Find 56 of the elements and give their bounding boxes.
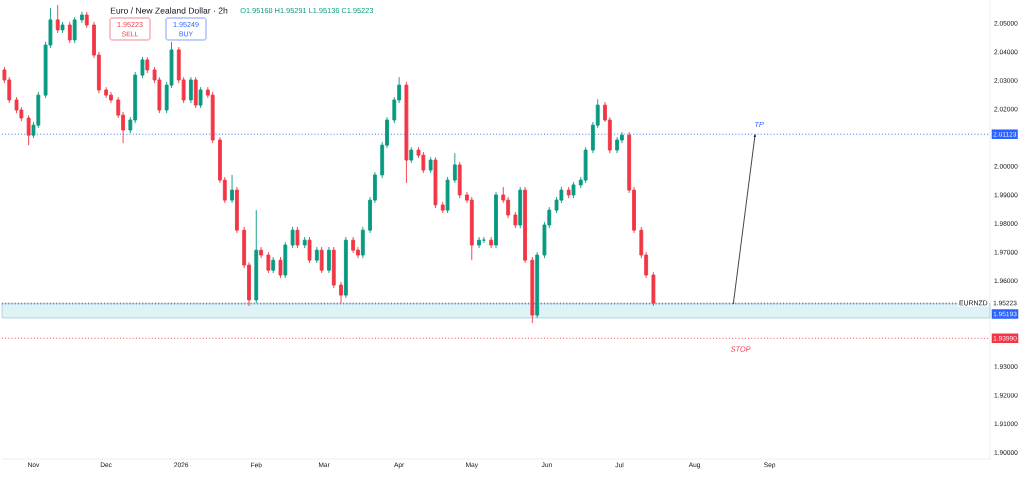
candlestick: [271, 256, 276, 274]
candlestick: [489, 236, 494, 249]
candlestick: [67, 21, 72, 44]
candlestick: [457, 161, 462, 199]
candlestick: [469, 196, 474, 261]
candlestick: [343, 236, 348, 299]
candlestick: [494, 191, 498, 249]
candlestick: [523, 186, 527, 264]
candlestick: [331, 246, 336, 289]
candlestick: [193, 76, 198, 109]
candlestick: [230, 174, 234, 204]
candlestick: [428, 156, 433, 174]
candlestick: [266, 251, 271, 274]
candlestick: [339, 281, 343, 304]
candlestick: [477, 236, 481, 249]
candlestick: [198, 86, 203, 109]
candlestick: [571, 181, 576, 199]
candlestick: [360, 226, 365, 259]
candlestick: [351, 236, 356, 254]
candlestick: [530, 256, 535, 324]
candlestick: [302, 236, 307, 249]
candlestick: [314, 246, 319, 264]
candlestick: [651, 271, 656, 307]
candlestick: [254, 209, 259, 304]
candlestick: [55, 4, 60, 34]
candlestick: [234, 186, 239, 234]
candlestick: [140, 56, 145, 79]
candlestick: [104, 86, 109, 99]
candlestick: [84, 11, 89, 29]
candlestick: [445, 176, 450, 214]
candlestick: [433, 156, 438, 209]
candlestick: [518, 186, 523, 229]
candlestick: [26, 114, 31, 146]
candlestick: [319, 246, 324, 274]
candlestick: [404, 81, 409, 184]
candlestick: [60, 21, 65, 34]
candlestick: [72, 16, 77, 44]
candlestick: [278, 256, 283, 279]
candlestick: [145, 56, 150, 74]
candlestick: [583, 146, 588, 184]
candlestick: [295, 226, 300, 249]
candlestick: [210, 91, 215, 144]
candlestick: [283, 241, 288, 279]
candlestick: [307, 236, 312, 264]
candlestick: [452, 152, 457, 184]
candlestick: [513, 211, 518, 229]
candlestick: [327, 246, 331, 274]
candlestick: [188, 76, 193, 104]
candlestick: [440, 201, 445, 214]
candlestick: [535, 251, 540, 319]
candlestick: [80, 11, 84, 24]
candlestick: [290, 226, 295, 249]
text: Euro / New Zealand Dollar · 2h: [110, 7, 228, 14]
candlestick: [409, 146, 414, 164]
candlestick: [259, 246, 264, 259]
candlestick: [566, 186, 571, 199]
